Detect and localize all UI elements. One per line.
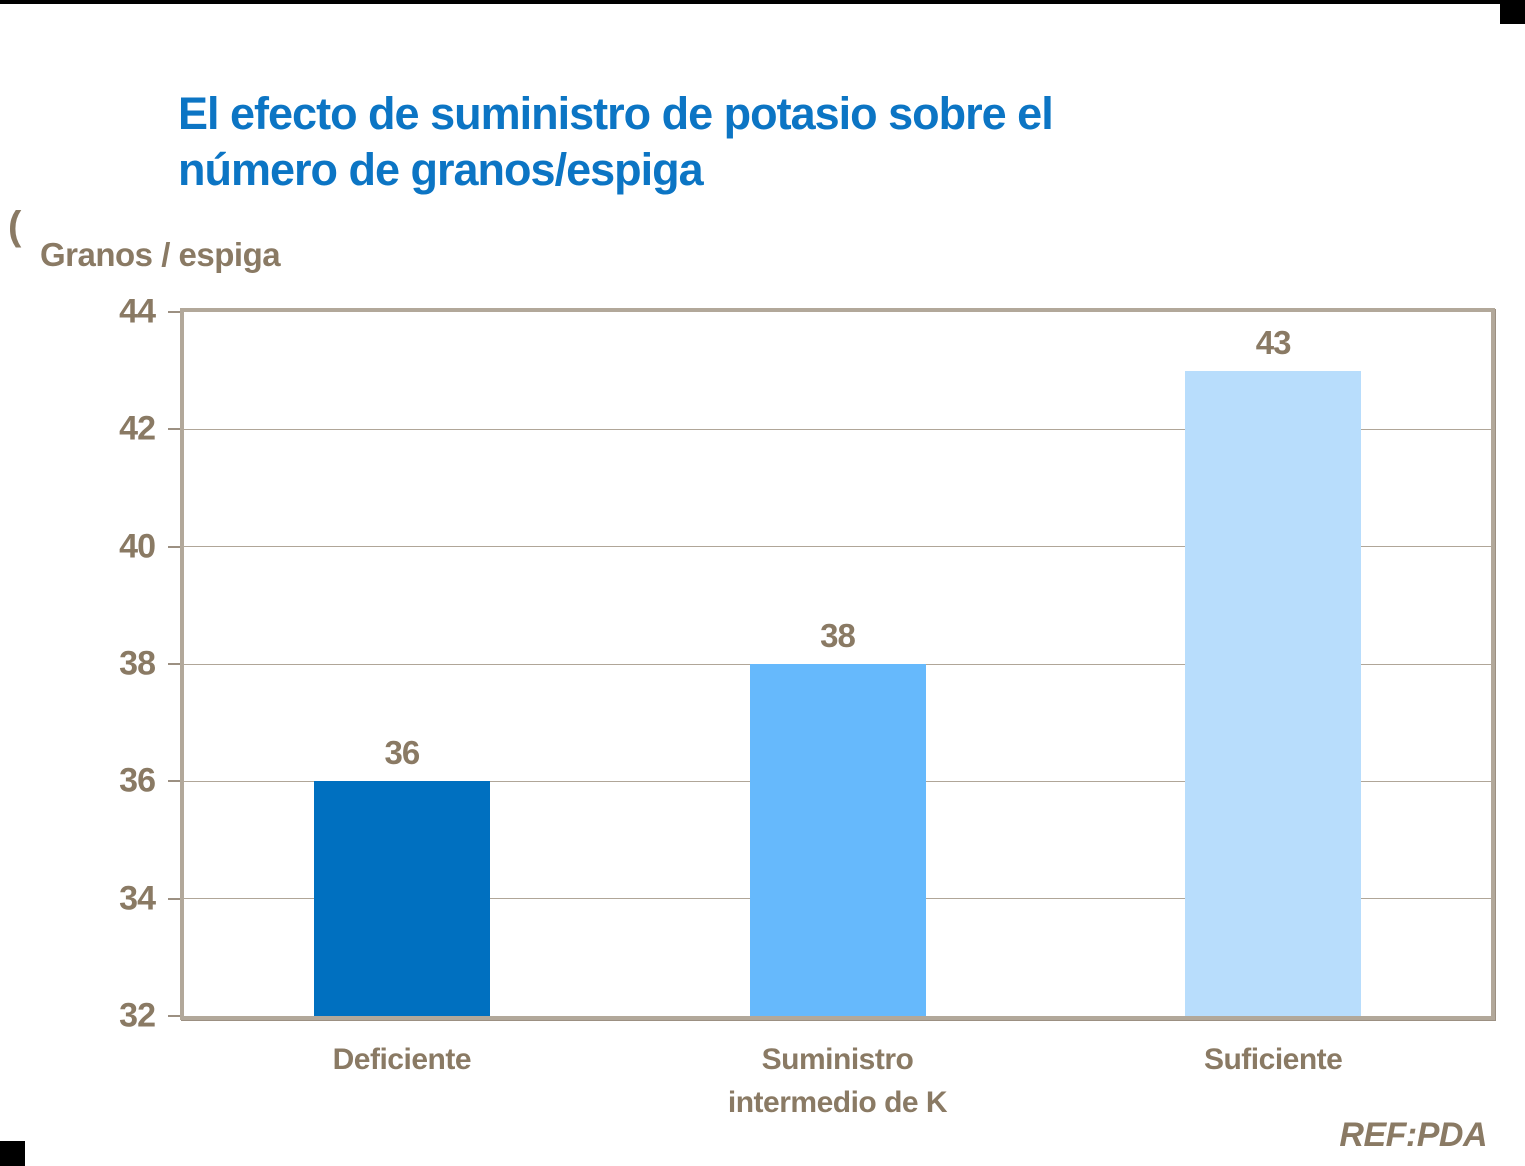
y-tick-mark-36	[168, 780, 180, 783]
y-tick-mark-44	[168, 311, 180, 313]
chart-title-line-1: El efecto de suministro de potasio sobre…	[178, 88, 1054, 139]
bottom-left-corner-mark	[0, 1141, 25, 1166]
y-tick-mark-38	[168, 663, 180, 665]
bar-value-label-2: 43	[1255, 323, 1292, 361]
top-right-corner-mark	[1500, 3, 1525, 24]
category-label-2: Suficiente	[1203, 1038, 1343, 1081]
gridline-y-42	[184, 428, 1491, 430]
top-edge-bar	[0, 0, 1525, 4]
category-label-line: Suficiente	[1203, 1043, 1343, 1076]
y-tick-label-34: 34	[119, 879, 156, 918]
bar-value-label-1: 38	[820, 617, 856, 654]
reference-label: REF:PDA	[1339, 1116, 1487, 1154]
gridline-y-40	[184, 546, 1491, 548]
plot-area	[180, 308, 1495, 1020]
bar-deficiente	[313, 781, 490, 1016]
category-label-line: intermedio de K	[727, 1086, 948, 1119]
category-label-line: Deficiente	[332, 1043, 472, 1076]
y-tick-label-40: 40	[119, 527, 156, 566]
y-tick-mark-42	[168, 428, 180, 431]
chart-title-line-2: número de granos/espiga	[178, 144, 704, 195]
y-tick-label-36: 36	[119, 761, 156, 800]
y-tick-label-44: 44	[119, 292, 156, 331]
category-label-1: Suministro intermedio de K	[727, 1038, 948, 1124]
stray-paren-glyph: (	[8, 204, 22, 248]
bar-suministro	[749, 664, 926, 1016]
category-label-0: Deficiente	[332, 1038, 472, 1081]
y-tick-label-42: 42	[119, 409, 156, 448]
y-tick-mark-34	[168, 897, 180, 900]
y-tick-label-38: 38	[119, 644, 156, 683]
chart-title: El efecto de suministro de potasio sobre…	[178, 86, 1298, 198]
bar-suficiente	[1185, 370, 1362, 1016]
bar-value-label-0: 36	[384, 734, 420, 772]
y-tick-label-32: 32	[119, 996, 156, 1035]
y-axis-title: Granos / espiga	[40, 236, 281, 273]
category-label-line: Suministro	[761, 1043, 914, 1076]
y-tick-mark-40	[168, 545, 180, 548]
y-tick-mark-32	[168, 1015, 180, 1017]
